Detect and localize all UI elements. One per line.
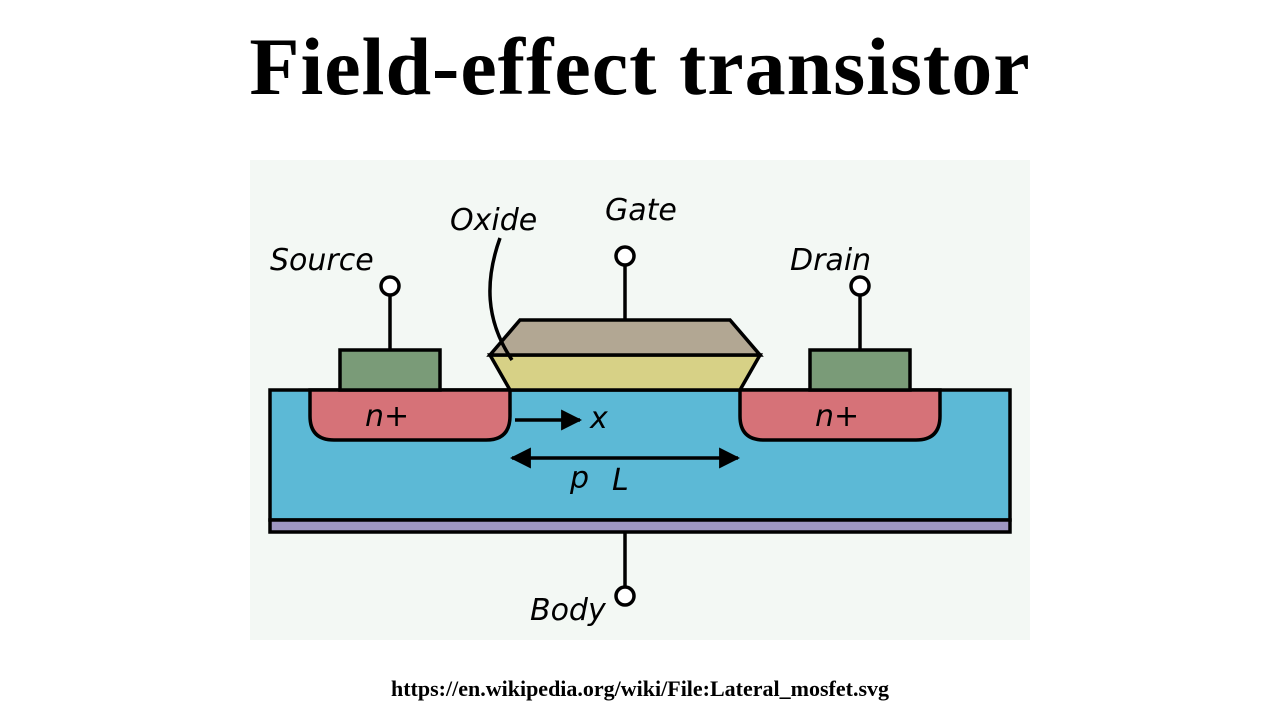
source-terminal — [381, 277, 399, 295]
drain-contact — [810, 350, 910, 390]
label-body: Body — [530, 593, 607, 628]
label-p-substrate: p — [569, 461, 589, 496]
gate-terminal — [616, 247, 634, 265]
label-oxide: Oxide — [450, 203, 537, 238]
body-contact-strip — [270, 520, 1010, 532]
label-x: x — [589, 401, 608, 436]
label-L: L — [612, 463, 629, 498]
label-source: Source — [270, 243, 374, 278]
label-source-doping: n+ — [365, 399, 409, 434]
label-gate: Gate — [605, 193, 677, 228]
page-title: Field-effect transistor — [0, 20, 1280, 114]
source-n-well — [310, 390, 510, 440]
gate-oxide — [490, 355, 760, 390]
label-drain: Drain — [790, 243, 871, 278]
page: Field-effect transistor Source Oxide Gate D… — [0, 0, 1280, 720]
label-drain-doping: n+ — [815, 399, 859, 434]
citation-url: https://en.wikipedia.org/wiki/File:Later… — [0, 676, 1280, 702]
gate-metal — [490, 320, 760, 355]
body-terminal — [616, 587, 634, 605]
drain-terminal — [851, 277, 869, 295]
source-contact — [340, 350, 440, 390]
mosfet-diagram: Source Oxide Gate Drain Body pxLn+ n+ — [250, 160, 1030, 640]
